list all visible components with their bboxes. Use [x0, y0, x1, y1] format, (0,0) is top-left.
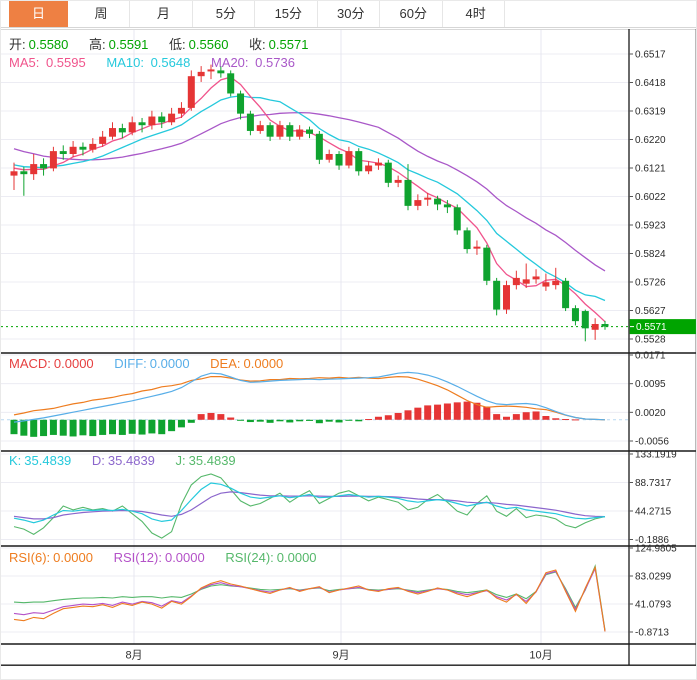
kdj-axis-label: 88.7317	[635, 478, 672, 489]
rsi-axis-label: -0.8713	[635, 628, 669, 639]
tab-60min[interactable]: 60分	[385, 1, 443, 27]
main-axis-label: 0.5726	[635, 278, 666, 289]
main-axis-label: 0.6220	[635, 135, 666, 146]
main-axis-label: 0.5528	[635, 335, 666, 346]
macd-axis-label: -0.0056	[635, 437, 669, 448]
tab-5min[interactable]: 5分	[197, 1, 256, 27]
current-price-tag: 0.5571	[636, 322, 667, 333]
macd-axis-label: 0.0171	[635, 351, 666, 362]
x-axis-month-label: 8月	[125, 650, 142, 662]
chart-canvas[interactable]: 0.6517 0.6418 0.6319 0.6220 0.6121 0.6022 0.59…	[1, 29, 697, 666]
timeframe-tabbar: 日 周 月 5分 15分 30分 60分 4时	[1, 1, 696, 28]
rsi-axis-label: 124.9805	[635, 544, 677, 555]
macd-axis-label: 0.0020	[635, 408, 666, 419]
x-axis-month-label: 9月	[332, 650, 349, 662]
tab-30min[interactable]: 30分	[322, 1, 381, 27]
kdj-axis-label: -0.1886	[635, 535, 669, 546]
tab-4hour[interactable]: 4时	[447, 1, 506, 27]
main-axis-label: 0.6022	[635, 192, 666, 203]
tab-week[interactable]: 周	[72, 1, 131, 27]
kdj-axis-label: 44.2715	[635, 507, 672, 518]
x-axis-month-label: 10月	[529, 650, 552, 662]
tab-day[interactable]: 日	[9, 1, 68, 27]
tab-month[interactable]: 月	[135, 1, 193, 27]
main-axis-label: 0.6121	[635, 164, 666, 175]
main-axis-label: 0.5824	[635, 249, 666, 260]
main-axis-label: 0.6418	[635, 78, 666, 89]
main-axis-label: 0.6319	[635, 107, 666, 118]
main-axis-label: 0.6517	[635, 50, 666, 61]
kdj-axis-label: 133.1919	[635, 450, 677, 461]
rsi-axis-label: 83.0299	[635, 572, 672, 583]
main-axis-label: 0.5627	[635, 306, 666, 317]
tab-15min[interactable]: 15分	[260, 1, 318, 27]
rsi-axis-label: 41.0793	[635, 600, 672, 611]
macd-axis-label: 0.0095	[635, 379, 666, 390]
main-axis-label: 0.5923	[635, 221, 666, 232]
